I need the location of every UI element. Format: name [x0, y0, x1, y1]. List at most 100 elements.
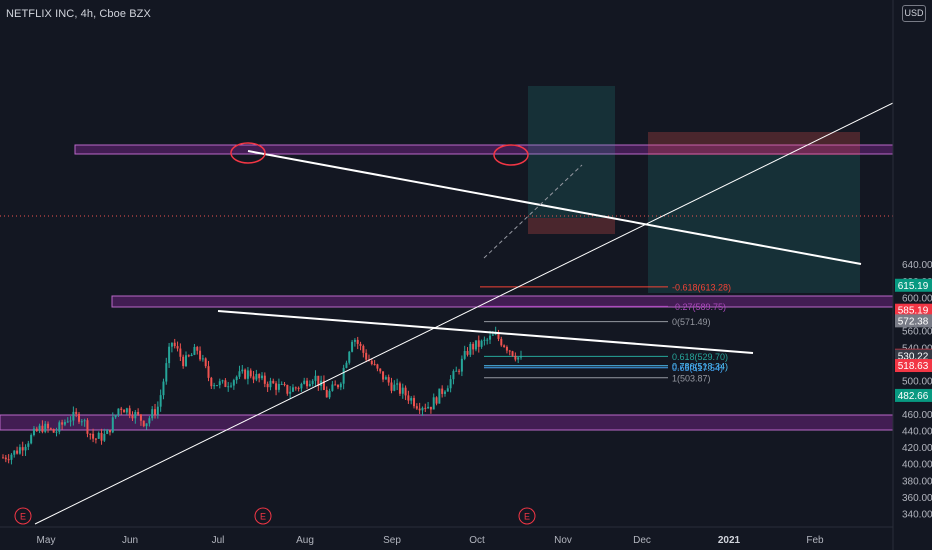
- candle-body: [184, 355, 187, 367]
- candle-body: [489, 335, 492, 340]
- candle-body: [139, 414, 142, 421]
- candle-body: [35, 428, 38, 432]
- candle-body: [438, 388, 441, 404]
- candle-body: [322, 380, 325, 390]
- candle-body: [486, 339, 489, 341]
- y-tick-label: 600.00: [902, 293, 932, 304]
- y-tick-label: 360.00: [902, 493, 932, 504]
- candle-body: [255, 374, 258, 380]
- candle-body: [362, 345, 365, 353]
- candle-body: [483, 339, 486, 341]
- x-tick-label: May: [37, 535, 56, 546]
- lower-trendline[interactable]: [217, 310, 754, 354]
- currency-button[interactable]: USD: [902, 5, 926, 22]
- candle-body: [353, 339, 356, 342]
- candle-body: [224, 380, 227, 387]
- candle-body: [517, 357, 520, 360]
- candle-body: [514, 355, 517, 360]
- candle-body: [466, 350, 469, 355]
- candle-body: [291, 387, 294, 392]
- mid-support-zone[interactable]: [111, 295, 894, 308]
- candle-body: [2, 457, 4, 459]
- candle-body: [114, 414, 117, 418]
- fibonacci-retracement[interactable]: -0.618(613.28) -0.27(589.75) 0(571.49) 0.61…: [480, 282, 731, 383]
- price-tag-label: 585.19: [898, 306, 929, 317]
- short-profit-zone[interactable]: [648, 155, 860, 293]
- x-tick-label: 2021: [718, 535, 741, 546]
- x-tick-label: Feb: [806, 535, 824, 546]
- candle-body: [41, 425, 44, 432]
- candle-body: [190, 354, 193, 357]
- candle-body: [18, 447, 21, 454]
- earnings-marker-2[interactable]: E: [254, 507, 272, 525]
- candle-body: [55, 431, 58, 433]
- candle-body: [75, 411, 78, 414]
- earnings-marker-1[interactable]: E: [14, 507, 32, 525]
- candle-body: [154, 409, 157, 415]
- candle-body: [452, 371, 455, 380]
- candle-body: [47, 423, 50, 429]
- candle-body: [427, 406, 430, 409]
- candle-body: [376, 364, 379, 369]
- price-tag: [895, 278, 932, 292]
- candle-body: [252, 376, 255, 380]
- candle-body: [505, 346, 508, 351]
- candle-body: [458, 370, 461, 372]
- candle-body: [44, 423, 47, 432]
- candle-body: [238, 371, 241, 377]
- candle-body: [10, 454, 13, 460]
- peak-circle-october[interactable]: [493, 144, 529, 166]
- candle-body: [201, 358, 204, 360]
- candle-body: [410, 398, 413, 401]
- time-axis[interactable]: May Jun Jul Aug Sep Oct Nov Dec 2021 Feb: [37, 535, 825, 546]
- short-stop-zone[interactable]: [648, 132, 860, 155]
- candle-body: [328, 390, 331, 398]
- candle-body: [58, 422, 61, 432]
- candle-body: [199, 350, 202, 360]
- peak-circle-july[interactable]: [230, 142, 266, 164]
- candle-body: [345, 362, 348, 368]
- candle-body: [263, 375, 266, 384]
- candle-body: [86, 420, 89, 434]
- rising-trendline[interactable]: [34, 102, 894, 525]
- long-profit-zone[interactable]: [528, 86, 615, 218]
- upper-trendline[interactable]: [247, 150, 862, 265]
- candle-body: [474, 340, 477, 350]
- candle-body: [261, 375, 263, 379]
- candle-body: [351, 341, 354, 352]
- symbol-title[interactable]: NETFLIX INC, 4h, Cboe BZX: [6, 8, 151, 20]
- candlestick-series: [2, 326, 522, 465]
- candle-body: [66, 421, 69, 423]
- candle-body: [280, 383, 283, 385]
- candle-body: [370, 360, 373, 365]
- candle-body: [204, 358, 207, 367]
- candle-body: [111, 417, 114, 433]
- candle-body: [289, 391, 292, 394]
- x-tick-label: Dec: [633, 535, 651, 546]
- candle-body: [272, 380, 275, 384]
- candle-body: [94, 438, 97, 440]
- candle-body: [418, 408, 421, 411]
- candle-body: [460, 358, 463, 372]
- candle-body: [108, 429, 111, 433]
- candle-body: [429, 406, 432, 410]
- candle-body: [294, 387, 297, 389]
- long-stop-zone[interactable]: [528, 218, 615, 234]
- earnings-marker-3[interactable]: E: [518, 507, 536, 525]
- candle-body: [27, 443, 30, 447]
- y-tick-label: 640.00: [902, 260, 932, 271]
- low-support-zone[interactable]: [0, 414, 894, 431]
- price-tag-label: 482.66: [898, 391, 929, 402]
- candle-body: [317, 375, 320, 387]
- candle-body: [187, 355, 190, 357]
- candle-body: [123, 409, 126, 413]
- earnings-label: E: [20, 512, 26, 522]
- candle-body: [32, 428, 35, 436]
- candle-body: [472, 343, 475, 350]
- price-tags: 615.19585.19572.38530.95530.22518.63482.…: [895, 278, 932, 402]
- price-tag: [895, 314, 932, 328]
- candle-body: [232, 380, 235, 386]
- candle-body: [339, 383, 342, 388]
- projection-dashed-line[interactable]: [483, 164, 583, 259]
